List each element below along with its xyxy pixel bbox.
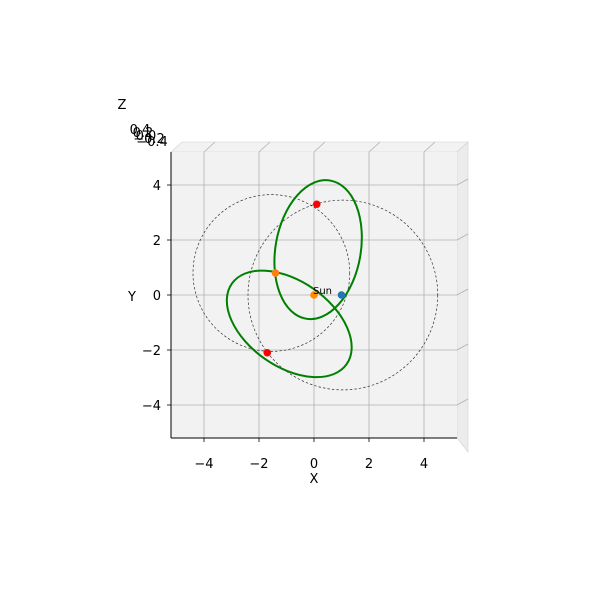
y-tick-label: 2 (153, 234, 161, 249)
x-tick-label: 0 (310, 457, 318, 472)
z-tick-label: 0.2 (133, 126, 154, 141)
z-axis-label: Z (118, 98, 127, 113)
body-point (271, 269, 280, 277)
tick-labels: −4 −2 0 2 4 −4 −2 0 2 4 0.40.20.0−0.2−0.4 (130, 123, 428, 472)
y-tick-label: −2 (142, 344, 161, 359)
x-gridline-top (423, 141, 436, 153)
body-points: Sun (263, 200, 346, 357)
y-axis-label: Y (127, 290, 136, 305)
x-tick-label: 2 (365, 457, 373, 472)
pane-background-layer (170, 141, 469, 453)
x-gridline-top (313, 141, 326, 153)
x-gridline-top (203, 141, 216, 153)
z-tick-label: −0.2 (133, 132, 165, 147)
body-point (263, 348, 272, 357)
reference-circle (247, 199, 439, 391)
y-gridline-side (456, 343, 469, 351)
y-gridline-side (456, 233, 469, 241)
y-tick-label: 0 (153, 289, 161, 304)
body-point (337, 291, 346, 299)
pane-side (456, 141, 469, 453)
sun-label: Sun (313, 286, 332, 297)
reference-circles (192, 194, 439, 391)
y-tick-label: 4 (153, 179, 161, 194)
x-gridline-top (258, 141, 271, 153)
x-axis-label: X (310, 472, 319, 487)
y-tick-label: −4 (142, 399, 161, 414)
orbit-curve (225, 269, 353, 379)
x-gridline-top (368, 141, 381, 153)
y-gridline-side (456, 178, 469, 186)
z-tick-label: 0.4 (130, 123, 151, 138)
body-point (312, 200, 321, 209)
x-tick-label: −2 (249, 457, 268, 472)
y-gridline-side (456, 288, 469, 296)
axis-labels: X Y Z (118, 98, 319, 487)
y-gridline-side (456, 398, 469, 406)
z-tick-label: −0.4 (136, 135, 168, 150)
sun-point (310, 291, 318, 299)
orbit-curve (273, 179, 363, 321)
orbit-curves (225, 179, 363, 379)
z-tick-label: 0.0 (136, 129, 157, 144)
x-tick-label: 4 (420, 457, 428, 472)
x-tick-label: −4 (194, 457, 213, 472)
reference-circle (192, 194, 351, 352)
